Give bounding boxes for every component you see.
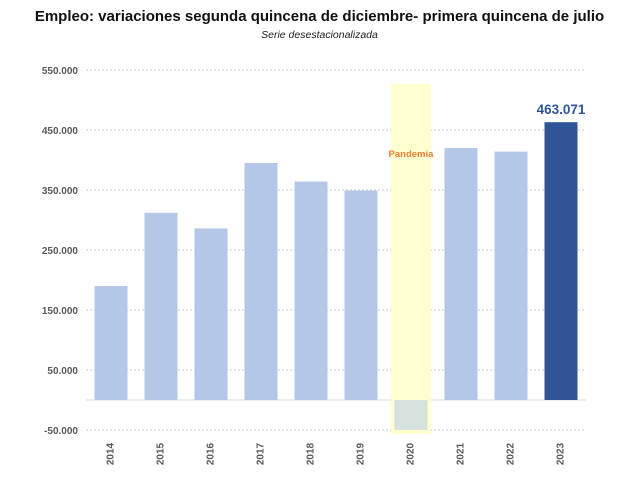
y-tick-label: 450.000 (42, 126, 79, 137)
annotation-label: Pandemia (389, 149, 435, 160)
x-tick-label: 2015 (156, 442, 167, 465)
x-tick-label: 2018 (306, 442, 317, 465)
x-tick-label: 2022 (506, 442, 517, 465)
x-tick-label: 2023 (556, 442, 567, 465)
x-tick-label: 2021 (456, 442, 467, 465)
y-tick-label: 150.000 (42, 306, 79, 317)
x-tick-label: 2020 (406, 442, 417, 465)
bar-2015 (144, 212, 178, 400)
pandemic-band (391, 84, 431, 434)
bar-2022 (494, 151, 528, 400)
highlight-value-label: 463.071 (537, 102, 586, 117)
bar-2021 (444, 148, 478, 400)
x-tick-label: 2014 (106, 442, 117, 465)
y-tick-label: -50.000 (44, 426, 78, 437)
y-tick-label: 550.000 (42, 66, 79, 77)
bar-2014 (94, 286, 128, 400)
chart-subtitle: Serie desestacionalizada (261, 29, 378, 41)
bar-2020 (394, 400, 428, 430)
x-tick-label: 2017 (256, 442, 267, 465)
bar-2017 (244, 163, 278, 400)
bar-2019 (344, 190, 378, 400)
y-tick-label: 50.000 (47, 366, 78, 377)
bar-2023 (544, 122, 578, 400)
bar-2018 (294, 181, 328, 400)
x-tick-label: 2019 (356, 442, 367, 465)
y-tick-label: 350.000 (42, 186, 79, 197)
chart-title: Empleo: variaciones segunda quincena de … (34, 8, 605, 25)
y-tick-label: 250.000 (42, 246, 79, 257)
bar-2016 (194, 228, 228, 400)
x-tick-label: 2016 (206, 442, 217, 465)
